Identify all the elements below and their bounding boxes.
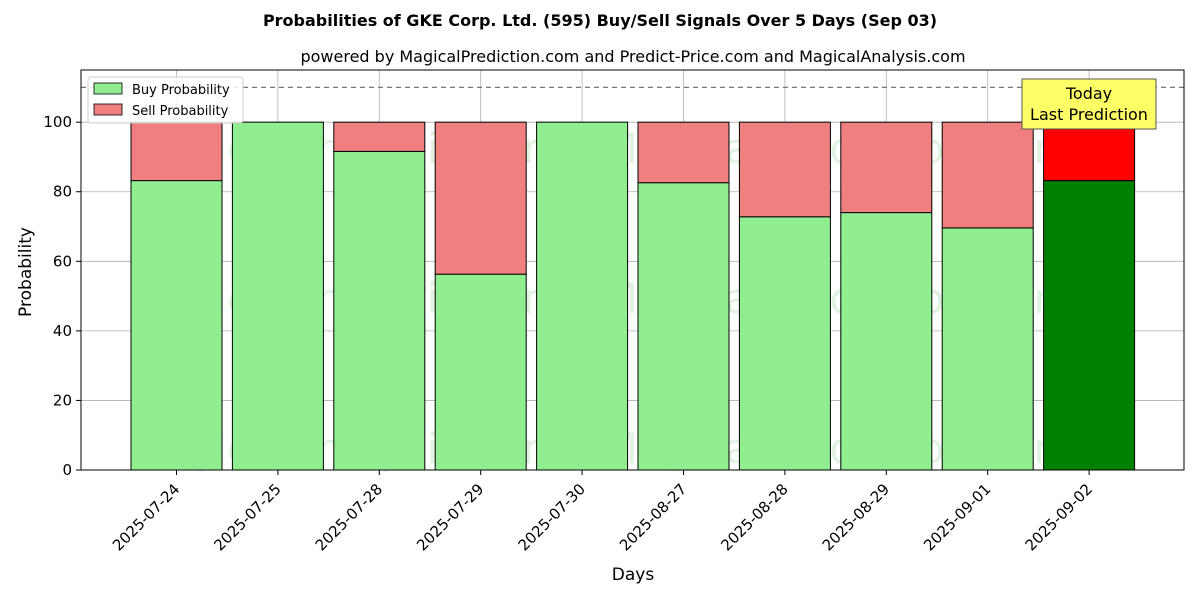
y-tick-label: 80 xyxy=(53,183,72,201)
chart-title: Probabilities of GKE Corp. Ltd. (595) Bu… xyxy=(263,11,937,30)
x-tick-label: 2025-08-28 xyxy=(717,480,791,554)
bar-sell-2025-09-02 xyxy=(1043,121,1136,182)
bars xyxy=(130,121,1136,471)
y-tick-label: 0 xyxy=(62,461,72,479)
legend-swatch-buy xyxy=(93,82,123,95)
legend-box xyxy=(87,76,244,124)
legend-label-sell: Sell Probability xyxy=(132,104,229,119)
chart-subtitle: powered by MagicalPrediction.com and Pre… xyxy=(300,47,965,66)
legend: Buy Probability Sell Probability xyxy=(87,76,244,124)
y-axis-ticks: 0 20 40 60 80 100 xyxy=(43,113,81,479)
x-tick-label: 2025-08-27 xyxy=(616,480,690,554)
bar-buy-2025-07-29 xyxy=(434,273,527,471)
y-tick-label: 40 xyxy=(53,322,72,340)
x-axis-label: Days xyxy=(612,565,655,585)
bar-buy-2025-08-27 xyxy=(637,182,730,471)
bar-buy-2025-08-29 xyxy=(840,212,933,471)
x-tick-label: 2025-09-01 xyxy=(920,480,994,554)
bar-buy-2025-07-25 xyxy=(231,121,324,471)
bar-sell-2025-08-29 xyxy=(840,121,933,214)
today-annotation: Today Last Prediction xyxy=(1021,78,1157,130)
bar-buy-2025-07-28 xyxy=(333,150,426,471)
x-tick-label: 2025-07-24 xyxy=(109,480,183,554)
annotation-box xyxy=(1021,78,1157,130)
bar-buy-2025-07-24 xyxy=(130,180,223,471)
x-tick-label: 2025-07-28 xyxy=(312,480,386,554)
x-axis-ticks: 2025-07-24 2025-07-25 2025-07-28 2025-07-29… xyxy=(109,470,1096,554)
x-tick-label: 2025-09-02 xyxy=(1022,480,1096,554)
bar-sell-2025-07-28 xyxy=(333,121,426,152)
bar-sell-2025-08-28 xyxy=(738,121,831,218)
y-tick-label: 20 xyxy=(53,391,72,409)
y-tick-label: 100 xyxy=(43,113,72,131)
legend-swatch-sell xyxy=(93,103,123,116)
annotation-line1: Today xyxy=(1065,84,1112,103)
bar-buy-2025-08-28 xyxy=(738,216,831,471)
bar-sell-2025-07-24 xyxy=(130,121,223,182)
y-axis-label: Probability xyxy=(16,227,36,317)
y-tick-label: 60 xyxy=(53,252,72,270)
plot-frame xyxy=(80,69,1185,471)
bar-sell-2025-08-27 xyxy=(637,121,730,184)
x-tick-label: 2025-07-30 xyxy=(515,480,589,554)
x-tick-label: 2025-07-25 xyxy=(210,480,284,554)
bar-buy-2025-09-02 xyxy=(1043,180,1136,471)
x-tick-label: 2025-08-29 xyxy=(819,480,893,554)
legend-label-buy: Buy Probability xyxy=(132,83,230,98)
x-tick-label: 2025-07-29 xyxy=(413,480,487,554)
annotation-line2: Last Prediction xyxy=(1030,105,1148,124)
bar-sell-2025-09-01 xyxy=(941,121,1034,229)
bar-buy-2025-09-01 xyxy=(941,227,1034,471)
bar-buy-2025-07-30 xyxy=(536,121,629,471)
bar-sell-2025-07-29 xyxy=(434,121,527,275)
